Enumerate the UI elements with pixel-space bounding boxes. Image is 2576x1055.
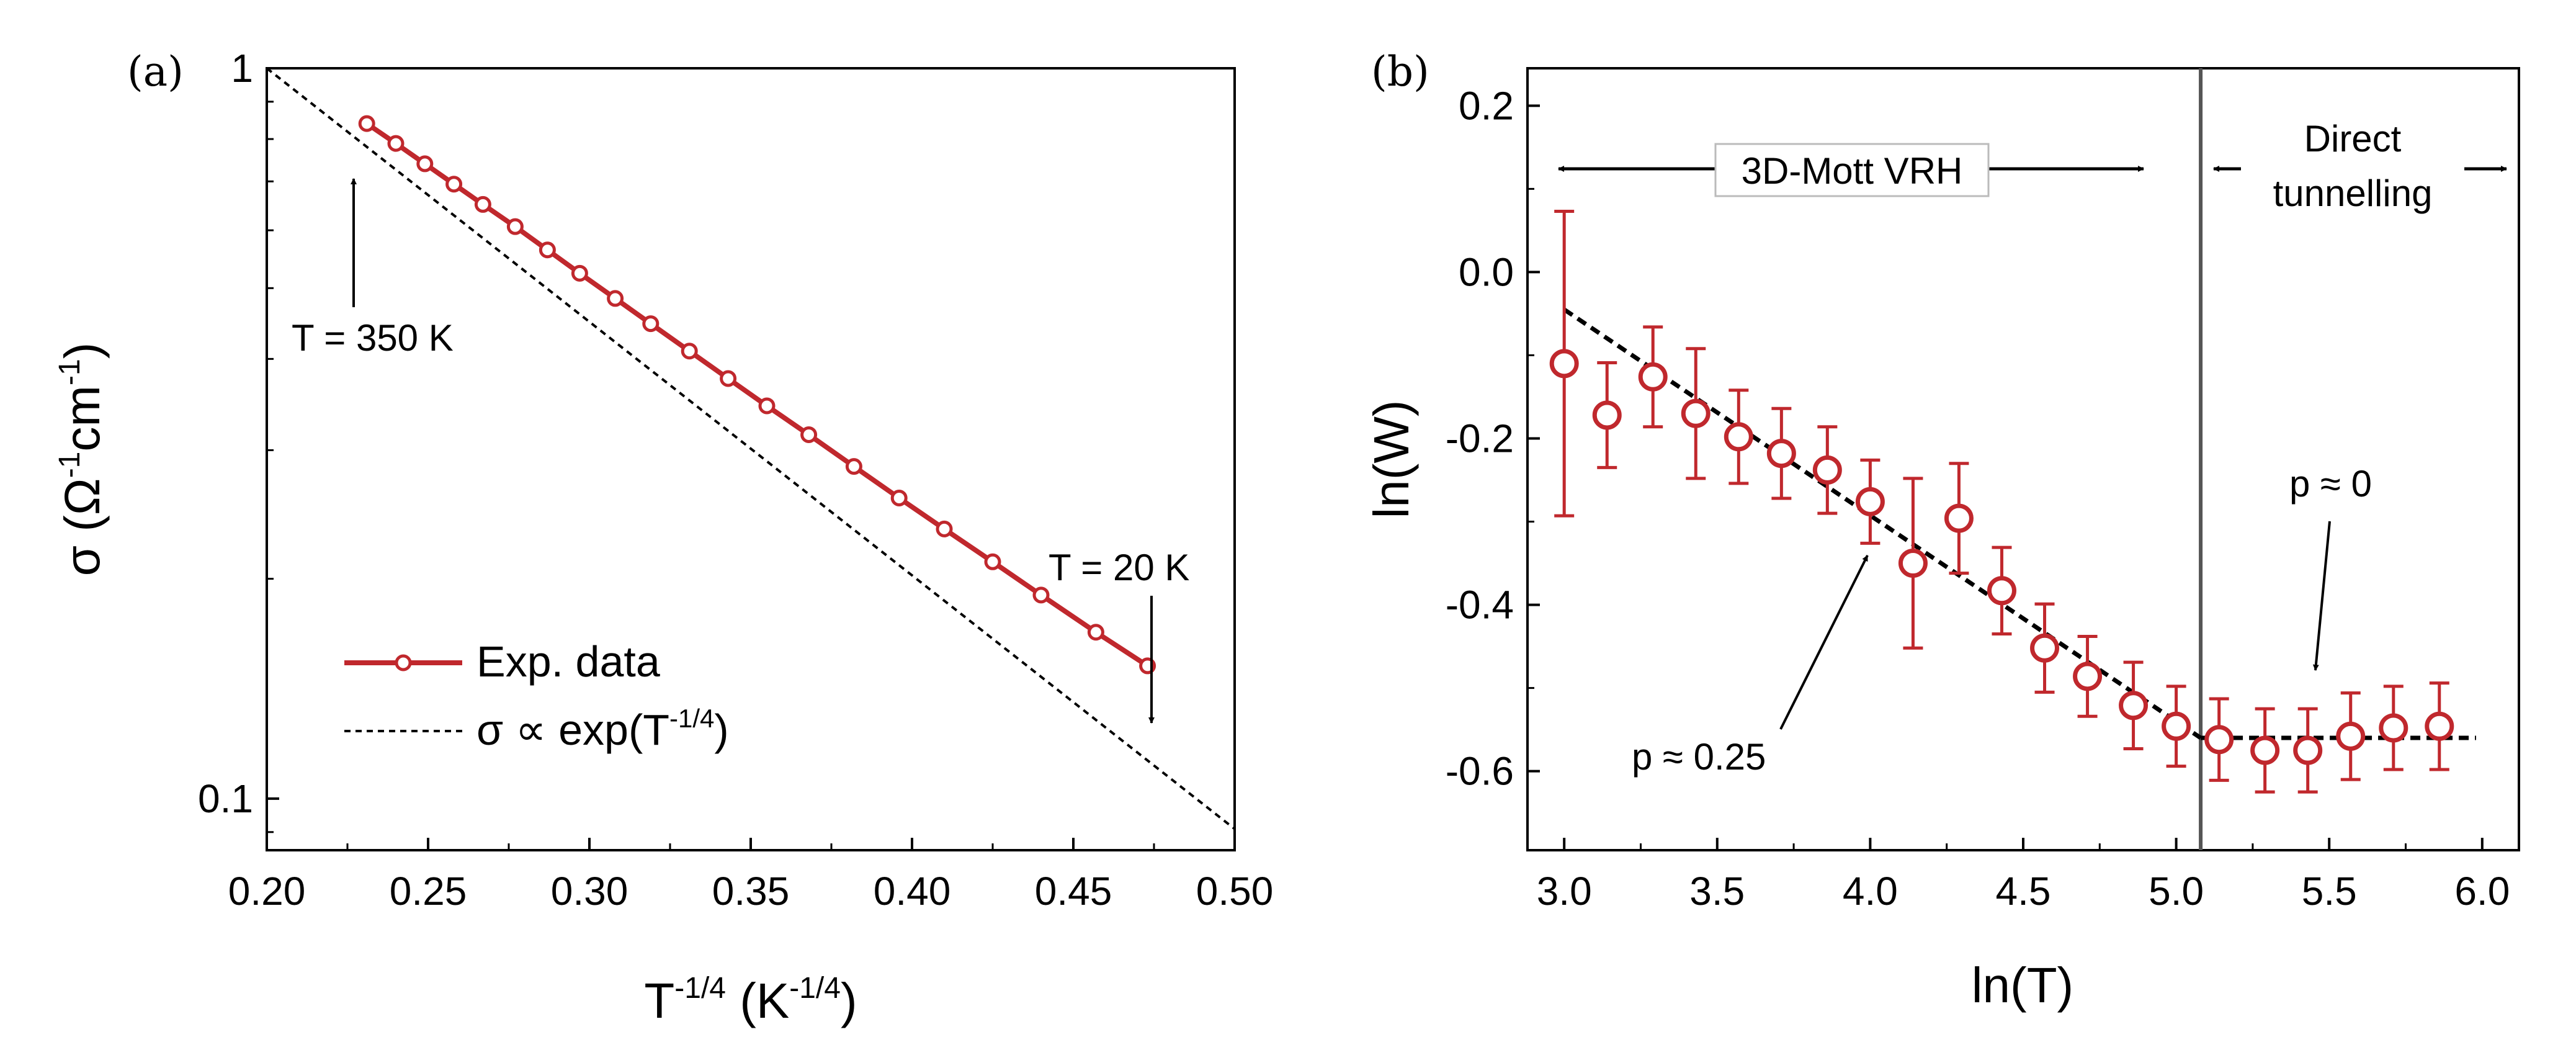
x-tick-label-b: 5.0 [2149, 869, 2204, 914]
data-point-b [1681, 398, 1711, 428]
x-tick-label-b: 4.5 [1996, 869, 2051, 914]
data-point-a [1087, 624, 1104, 641]
annotation-p0: p ≈ 0 [2289, 463, 2372, 505]
data-point-b [1812, 455, 1842, 485]
region-mott-vrh: 3D-Mott VRH [1558, 143, 2144, 197]
legend-exp-marker [395, 654, 412, 671]
data-point-a [1032, 586, 1050, 604]
annotation-350k: T = 350 K [292, 317, 454, 359]
data-point-a [445, 176, 463, 193]
x-ticks-a: 0.20 0.25 0.30 0.35 0.40 0.45 0.50 [228, 838, 1274, 914]
data-point-a [474, 195, 491, 213]
data-point-b [2425, 711, 2454, 741]
x-tick-label-b: 6.0 [2454, 869, 2510, 914]
data-point-a [845, 458, 862, 475]
fit-line-a [266, 67, 1236, 830]
region-label-mott: 3D-Mott VRH [1742, 150, 1963, 192]
data-point-b [2250, 735, 2280, 765]
data-point-b [1638, 362, 1668, 392]
y-ticks-b: 0.2 0.0 -0.2 -0.4 -0.6 [1446, 83, 1540, 794]
data-point-b [1724, 422, 1753, 452]
data-point-a [387, 135, 405, 152]
x-axis-title-a: T-1/4 (K-1/4) [644, 972, 857, 1028]
axes-a [266, 67, 1236, 851]
data-point-a [720, 370, 737, 387]
y-axis-title-b: ln(W) [1364, 400, 1419, 518]
data-point-b [2162, 711, 2191, 741]
annotation-20k: T = 20 K [1049, 547, 1189, 588]
data-point-a [890, 489, 908, 506]
plot-frame-a [266, 67, 1236, 851]
arrow-p0 [2312, 521, 2331, 671]
x-tick-label-a: 0.40 [874, 869, 951, 914]
series-a [266, 67, 1236, 830]
region-label-direct-1: Direct [2304, 118, 2402, 159]
chart-panel-a: (a) 0.20 0.25 0.30 0.35 0.40 0.45 0.50 0.11 T-… [53, 46, 1273, 1028]
legend-exp-label: Exp. data [476, 637, 660, 686]
x-tick-label-a: 0.25 [390, 869, 467, 914]
arrow-p025 [1779, 555, 1869, 730]
x-tick-label-b: 3.0 [1537, 869, 1592, 914]
y-axis-title-a: σ (Ω-1cm-1) [53, 343, 110, 577]
data-point-b [2030, 633, 2060, 663]
x-tick-label-a: 0.30 [551, 869, 628, 914]
chart-panel-b: (b) 3.0 3.5 4.0 4.5 5.0 5.5 6.0 0.2 0.0 -0.2 -0.4… [1364, 48, 2520, 1013]
region-label-box-direct [2241, 112, 2464, 216]
y-tick-label-a: 1 [231, 46, 253, 91]
data-point-a [416, 155, 434, 173]
x-tick-label-a: 0.35 [712, 869, 790, 914]
x-ticks-b: 3.0 3.5 4.0 4.5 5.0 5.5 6.0 [1537, 838, 2510, 914]
data-point-a [571, 264, 588, 282]
data-point-a [936, 520, 953, 537]
series-b [1549, 210, 2476, 794]
data-point-b [2119, 691, 2149, 721]
y-tick-label-b: 0.0 [1459, 249, 1514, 294]
y-tick-label-b: -0.2 [1446, 416, 1514, 460]
legend-a: Exp. data σ ∝ exp(T-1/4) [344, 637, 729, 754]
y-ticks-a: 0.11 [198, 46, 279, 833]
data-point-a [800, 426, 818, 443]
x-tick-label-b: 5.5 [2302, 869, 2357, 914]
data-point-b [1592, 400, 1622, 430]
x-axis-title-b: ln(T) [1972, 958, 2073, 1013]
data-point-a [607, 290, 624, 307]
data-point-a [681, 343, 698, 360]
data-point-b [2293, 735, 2323, 765]
data-point-a [758, 397, 776, 415]
x-tick-label-a: 0.20 [228, 869, 306, 914]
data-point-a [984, 553, 1001, 570]
region-label-box-mott [1714, 143, 1990, 197]
y-tick-label-a: 0.1 [198, 776, 253, 821]
x-tick-label-b: 4.0 [1843, 869, 1898, 914]
data-point-b [1944, 503, 1974, 533]
region-label-direct-2: tunnelling [2273, 173, 2433, 214]
y-tick-label-b: -0.4 [1446, 583, 1514, 627]
data-point-b [2379, 713, 2408, 743]
data-point-b [2204, 725, 2234, 755]
data-point-a [358, 115, 375, 132]
data-point-a [539, 241, 556, 259]
panel-label-b: (b) [1371, 48, 1429, 96]
x-tick-label-a: 0.50 [1196, 869, 1274, 914]
y-tick-label-b: -0.6 [1446, 749, 1514, 794]
panel-label-a: (a) [127, 48, 184, 96]
data-point-b [2073, 662, 2103, 691]
data-point-b [1987, 576, 2016, 606]
data-point-a [506, 218, 524, 235]
data-point-a [642, 315, 660, 333]
data-point-b [1549, 349, 1579, 379]
data-point-b [2336, 721, 2366, 751]
x-tick-label-b: 3.5 [1689, 869, 1745, 914]
data-point-b [1898, 549, 1928, 578]
y-tick-label-b: 0.2 [1459, 83, 1514, 128]
x-tick-label-a: 0.45 [1035, 869, 1112, 914]
annotation-p025: p ≈ 0.25 [1632, 736, 1766, 778]
data-point-b [1855, 487, 1885, 516]
legend-fit-label: σ ∝ exp(T-1/4) [476, 704, 729, 754]
region-direct-tunnelling: Direct tunnelling [2213, 112, 2507, 216]
data-point-b [1766, 439, 1796, 469]
